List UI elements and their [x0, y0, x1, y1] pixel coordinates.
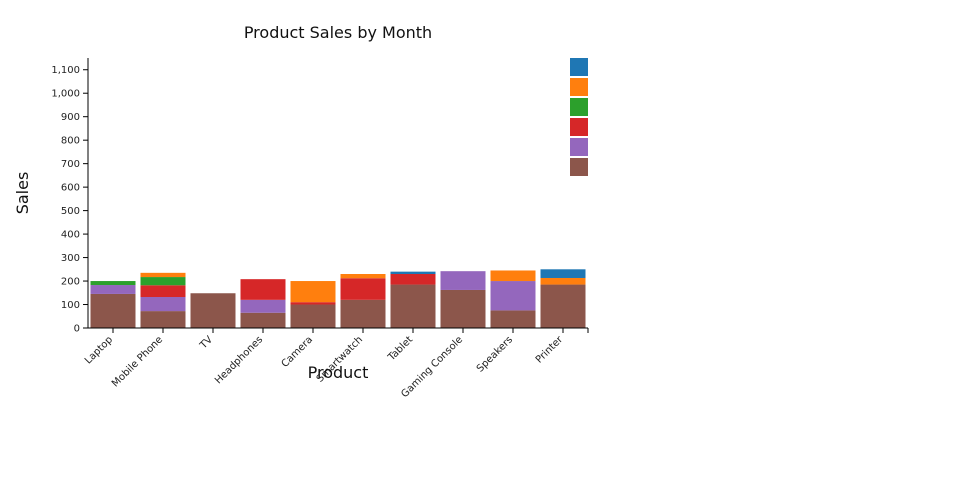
bar-segment-camera-4[interactable]	[290, 281, 336, 303]
x-tick-label: Speakers	[475, 334, 515, 374]
bar-segment-smartwatch-4[interactable]	[340, 274, 386, 279]
bar-segment-camera-2[interactable]	[290, 302, 336, 305]
bar-segment-mobile-phone-3[interactable]	[140, 277, 186, 286]
legend[interactable]	[570, 58, 588, 176]
legend-swatch[interactable]	[570, 78, 588, 96]
bar-segment-camera-0[interactable]	[290, 304, 336, 328]
y-tick-label: 1,000	[51, 89, 80, 100]
x-tick-label: Mobile Phone	[110, 334, 165, 389]
y-tick-label: 100	[61, 300, 80, 311]
legend-swatch[interactable]	[570, 118, 588, 136]
bar-segment-printer-5[interactable]	[540, 269, 586, 278]
bar-segment-headphones-2[interactable]	[240, 279, 286, 300]
x-tick-label: Laptop	[83, 334, 115, 366]
bar-segment-smartwatch-0[interactable]	[340, 299, 386, 328]
y-tick-label: 900	[61, 112, 80, 123]
bar-segment-smartwatch-2[interactable]	[340, 278, 386, 300]
y-tick-label: 500	[61, 206, 80, 217]
x-axis-title: Product	[308, 363, 369, 382]
legend-swatch[interactable]	[570, 98, 588, 116]
axes-group: 0 100 200 300 400 500 600 700 800 900 1,000 1,100 La…	[51, 58, 589, 400]
x-tick-label: Headphones	[213, 334, 265, 386]
bar-segment-gaming-console-1[interactable]	[440, 271, 486, 290]
y-tick-label: 200	[61, 277, 80, 288]
legend-swatch[interactable]	[570, 138, 588, 156]
bar-segment-headphones-0[interactable]	[240, 312, 286, 328]
bar-segment-gaming-console-0[interactable]	[440, 289, 486, 328]
x-tick-label: Printer	[534, 334, 566, 366]
legend-swatch[interactable]	[570, 58, 588, 76]
y-tick-label: 1,100	[51, 65, 80, 76]
y-tick-label: 0	[74, 324, 80, 335]
bar-segment-mobile-phone-2[interactable]	[140, 285, 186, 298]
x-tick-label: Tablet	[386, 334, 416, 364]
bar-segment-laptop-1[interactable]	[90, 285, 136, 294]
bar-segment-mobile-phone-1[interactable]	[140, 297, 186, 312]
bar-segment-printer-0[interactable]	[540, 284, 586, 328]
bar-segment-mobile-phone-0[interactable]	[140, 311, 186, 328]
bar-segment-speakers-4[interactable]	[490, 270, 536, 282]
y-tick-label: 300	[61, 253, 80, 264]
y-tick-label: 800	[61, 136, 80, 147]
x-tick-label: TV	[197, 334, 215, 352]
bar-segment-laptop-0[interactable]	[90, 293, 136, 328]
bar-segment-headphones-1[interactable]	[240, 299, 286, 313]
bar-segment-speakers-0[interactable]	[490, 310, 536, 328]
bar-segment-speakers-1[interactable]	[490, 281, 536, 311]
y-tick-label: 600	[61, 183, 80, 194]
y-tick-label: 400	[61, 230, 80, 241]
bar-segment-laptop-3[interactable]	[90, 281, 136, 286]
y-tick-label: 700	[61, 159, 80, 170]
bar-segment-mobile-phone-4[interactable]	[140, 272, 186, 278]
bar-segment-tv-0[interactable]	[190, 293, 236, 328]
bar-segment-tablet-0[interactable]	[390, 284, 436, 328]
legend-swatch[interactable]	[570, 158, 588, 176]
bar-segment-printer-4[interactable]	[540, 277, 586, 285]
chart-title: Product Sales by Month	[244, 23, 432, 42]
bar-segment-tablet-5[interactable]	[390, 271, 436, 274]
bar-segment-tablet-2[interactable]	[390, 274, 436, 285]
y-axis-title: Sales	[13, 172, 32, 215]
bars-group	[90, 269, 586, 328]
